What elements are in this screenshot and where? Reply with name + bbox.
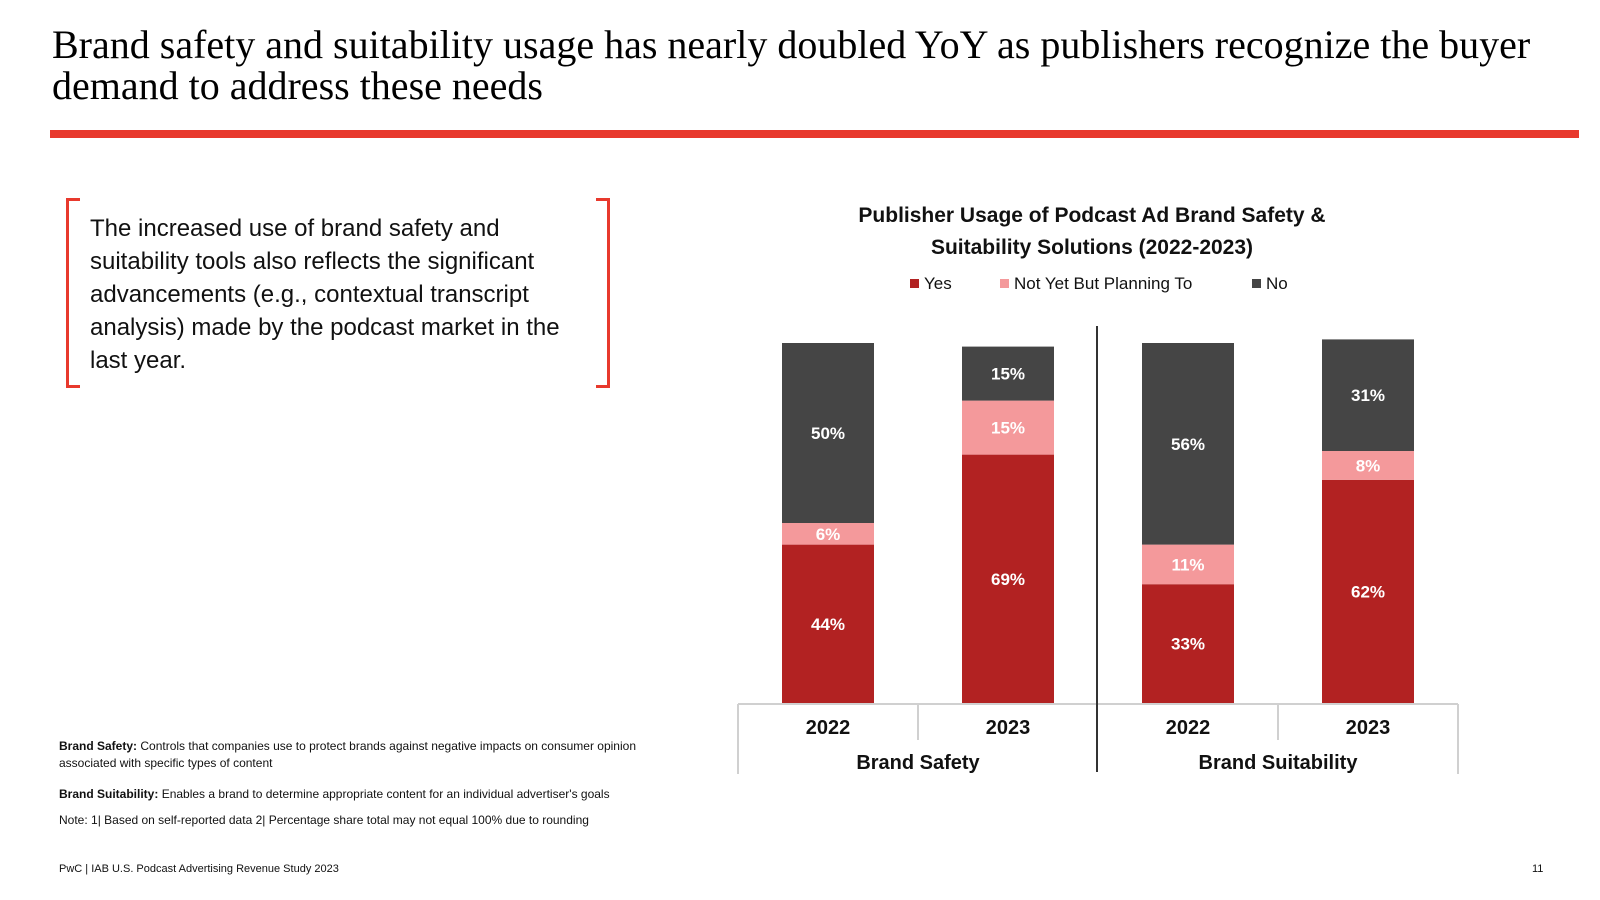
source-footer: PwC | IAB U.S. Podcast Advertising Reven… xyxy=(59,863,339,875)
legend-swatch-yes xyxy=(910,279,919,288)
chart-legend: Yes Not Yet But Planning To No xyxy=(910,274,1288,293)
bar-yes-1 xyxy=(782,544,874,703)
callout-text: The increased use of brand safety and su… xyxy=(90,215,560,374)
group-label-1: Brand Safety xyxy=(856,752,980,774)
definition-brand-safety: Brand Safety: Controls that companies us… xyxy=(59,738,669,772)
bar-planning-3 xyxy=(1142,544,1234,585)
footnote: Note: 1| Based on self-reported data 2| … xyxy=(59,813,589,827)
bar-planning-1 xyxy=(782,523,874,545)
callout-bracket-right xyxy=(596,198,610,388)
data-label-no-2: 15% xyxy=(991,365,1025,384)
stacked-bar-chart: Publisher Usage of Podcast Ad Brand Safe… xyxy=(737,204,1459,774)
definition-brand-suitability-term: Brand Suitability: xyxy=(59,787,159,801)
callout-box: The increased use of brand safety and su… xyxy=(66,198,610,394)
bar-no-1 xyxy=(782,343,874,523)
bar-no-3 xyxy=(1142,343,1234,545)
bar-yes-4 xyxy=(1322,479,1414,703)
data-label-planning-2: 15% xyxy=(991,419,1025,438)
legend-label-planning: Not Yet But Planning To xyxy=(1014,274,1192,293)
definition-brand-suitability-text: Enables a brand to determine appropriate… xyxy=(161,787,610,801)
data-label-yes-2: 69% xyxy=(991,570,1025,589)
group-label-2: Brand Suitability xyxy=(1199,752,1359,774)
bar-yes-2 xyxy=(962,454,1054,703)
data-label-planning-4: 8% xyxy=(1356,456,1381,475)
x-tick-label-4: 2023 xyxy=(1346,717,1391,739)
bar-planning-4 xyxy=(1322,451,1414,480)
x-tick-label-3: 2022 xyxy=(1166,717,1211,739)
callout-bracket-left xyxy=(66,198,80,388)
data-label-planning-1: 6% xyxy=(816,525,841,544)
data-label-yes-3: 33% xyxy=(1171,635,1205,654)
definition-brand-safety-term: Brand Safety: xyxy=(59,739,138,753)
data-label-yes-1: 44% xyxy=(811,615,845,634)
definition-brand-suitability: Brand Suitability: Enables a brand to de… xyxy=(59,786,719,803)
chart-title-line-1: Publisher Usage of Podcast Ad Brand Safe… xyxy=(858,204,1325,227)
definition-brand-safety-text: Controls that companies use to protect b… xyxy=(59,739,636,770)
slide-title: Brand safety and suitability usage has n… xyxy=(52,22,1531,108)
legend-label-no: No xyxy=(1266,274,1288,293)
title-divider xyxy=(50,130,1579,138)
data-label-no-3: 56% xyxy=(1171,435,1205,454)
legend-swatch-no xyxy=(1252,279,1261,288)
bar-no-2 xyxy=(962,346,1054,401)
data-label-no-4: 31% xyxy=(1351,386,1385,405)
bar-no-4 xyxy=(1322,339,1414,451)
chart-title-line-2: Suitability Solutions (2022-2023) xyxy=(931,236,1253,259)
x-tick-label-2: 2023 xyxy=(986,717,1031,739)
data-label-no-1: 50% xyxy=(811,424,845,443)
data-label-yes-4: 62% xyxy=(1351,582,1385,601)
x-tick-label-1: 2022 xyxy=(806,717,851,739)
page-number: 11 xyxy=(1532,863,1544,875)
bar-yes-3 xyxy=(1142,584,1234,703)
legend-label-yes: Yes xyxy=(924,274,952,293)
chart-bars: 44% 6% 50% 69% 15% 15% 33% 11% 56% 62% 8% 31% xyxy=(782,339,1414,703)
legend-swatch-planning xyxy=(1000,279,1009,288)
data-label-planning-3: 11% xyxy=(1171,555,1204,574)
category-axis: 2022 2023 2022 2023 Brand Safety Brand Suitab… xyxy=(737,326,1459,774)
bar-planning-2 xyxy=(962,400,1054,455)
